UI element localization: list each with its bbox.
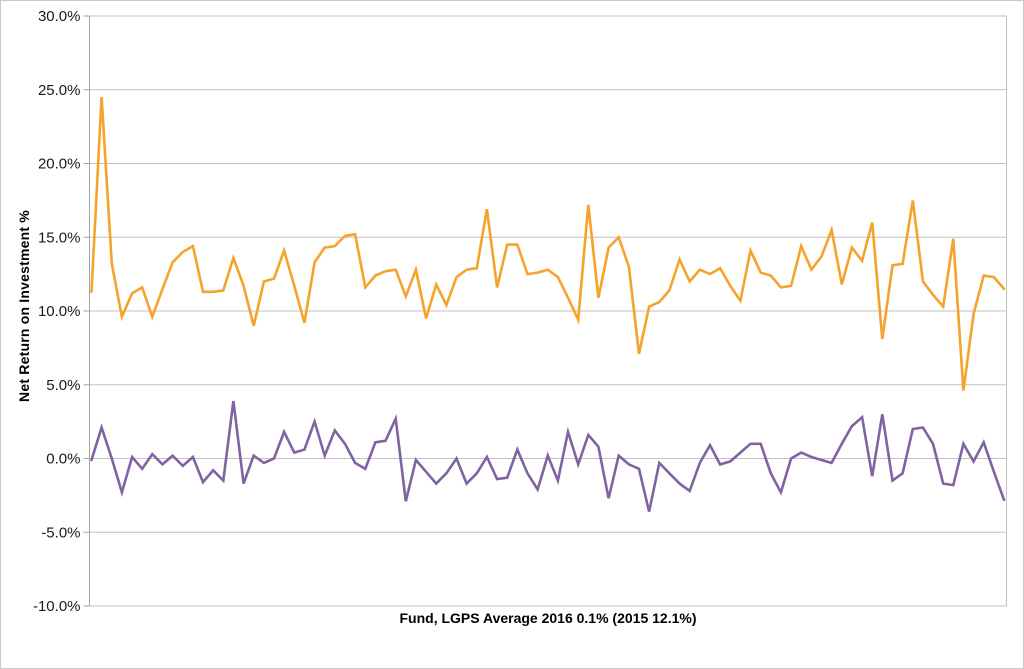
y-tick-label: 10.0% xyxy=(38,303,81,320)
y-tick-label: 0.0% xyxy=(46,451,80,468)
y-tick-label: -10.0% xyxy=(33,598,81,615)
y-tick-label: 20.0% xyxy=(38,156,81,173)
series-line-2015 xyxy=(90,97,1006,391)
series-line-2016 xyxy=(90,400,1006,512)
y-tick-label: 30.0% xyxy=(38,8,81,25)
y-tick-label: 5.0% xyxy=(46,377,80,394)
y-tick-label: -5.0% xyxy=(41,524,80,541)
x-axis-title: Fund, LGPS Average 2016 0.1% (2015 12.1%… xyxy=(399,610,697,626)
y-tick-label: 15.0% xyxy=(38,229,81,246)
y-tick-label: 25.0% xyxy=(38,82,81,99)
y-axis-title: Net Return on Investment % xyxy=(16,210,32,402)
